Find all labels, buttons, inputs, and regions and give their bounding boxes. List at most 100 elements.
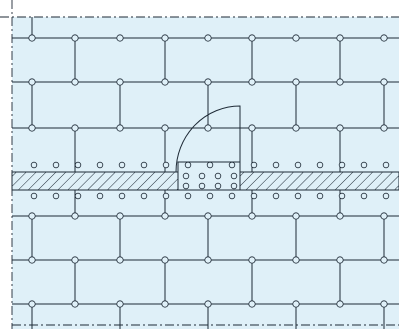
node (161, 300, 169, 308)
node (248, 124, 256, 132)
node (380, 256, 388, 264)
node (380, 124, 388, 132)
node (248, 300, 256, 308)
anchor (198, 182, 206, 190)
anchor (228, 192, 236, 200)
anchor (230, 172, 238, 180)
anchor (272, 192, 280, 200)
anchor (360, 192, 368, 200)
node (28, 124, 36, 132)
node (28, 34, 36, 42)
anchor (250, 161, 258, 169)
anchor (30, 192, 38, 200)
anchor (294, 161, 302, 169)
node (336, 34, 344, 42)
anchor (52, 192, 60, 200)
node (248, 256, 256, 264)
node (116, 78, 124, 86)
wall (239, 171, 399, 191)
node (161, 34, 169, 42)
node (204, 34, 212, 42)
node (28, 300, 36, 308)
node (71, 300, 79, 308)
anchor (206, 161, 214, 169)
anchor (162, 192, 170, 200)
anchor (30, 161, 38, 169)
node (71, 124, 79, 132)
node (292, 34, 300, 42)
anchor (360, 161, 368, 169)
node (161, 256, 169, 264)
node (204, 124, 212, 132)
anchor (316, 161, 324, 169)
anchor (96, 192, 104, 200)
node (116, 300, 124, 308)
door-swing (175, 105, 241, 173)
node (28, 212, 36, 220)
node (161, 124, 169, 132)
node (336, 212, 344, 220)
wall (11, 171, 179, 191)
anchor (228, 161, 236, 169)
anchor (382, 192, 390, 200)
node (292, 78, 300, 86)
node (28, 256, 36, 264)
grid (12, 17, 399, 329)
node (292, 212, 300, 220)
node (380, 78, 388, 86)
node (28, 78, 36, 86)
anchor (184, 161, 192, 169)
node (248, 78, 256, 86)
anchor (382, 161, 390, 169)
node (116, 34, 124, 42)
anchor (74, 161, 82, 169)
node (71, 34, 79, 42)
node (71, 212, 79, 220)
anchor (214, 182, 222, 190)
anchor (182, 182, 190, 190)
anchor (118, 161, 126, 169)
anchor (250, 192, 258, 200)
node (204, 300, 212, 308)
node (71, 256, 79, 264)
anchor (214, 172, 222, 180)
anchor (230, 182, 238, 190)
node (116, 256, 124, 264)
node (292, 300, 300, 308)
node (292, 256, 300, 264)
node (161, 78, 169, 86)
node (204, 212, 212, 220)
node (71, 78, 79, 86)
anchor (162, 161, 170, 169)
anchor (272, 161, 280, 169)
node (204, 256, 212, 264)
anchor (206, 192, 214, 200)
anchor (52, 161, 60, 169)
anchor (338, 192, 346, 200)
node (336, 256, 344, 264)
node (336, 300, 344, 308)
node (380, 300, 388, 308)
node (248, 34, 256, 42)
anchor (184, 192, 192, 200)
node (116, 212, 124, 220)
anchor (294, 192, 302, 200)
node (380, 212, 388, 220)
node (116, 124, 124, 132)
node (248, 212, 256, 220)
node (204, 78, 212, 86)
anchor (140, 161, 148, 169)
anchor (96, 161, 104, 169)
node (161, 212, 169, 220)
node (336, 78, 344, 86)
node (336, 124, 344, 132)
anchor (182, 172, 190, 180)
node (292, 124, 300, 132)
anchor (74, 192, 82, 200)
anchor (198, 172, 206, 180)
anchor (316, 192, 324, 200)
anchor (118, 192, 126, 200)
anchor (338, 161, 346, 169)
